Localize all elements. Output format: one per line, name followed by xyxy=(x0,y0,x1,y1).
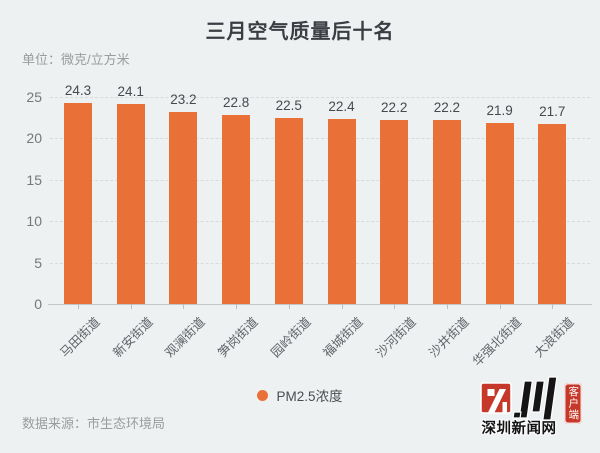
bar xyxy=(380,120,409,304)
axis-tick xyxy=(552,304,554,309)
gridline xyxy=(50,138,590,140)
bar xyxy=(485,122,514,304)
x-axis-line xyxy=(48,304,592,305)
x-axis-label: 华强北街道 xyxy=(470,314,525,369)
bar-value-label: 22.5 xyxy=(275,97,302,113)
y-axis-tick-label: 20 xyxy=(26,130,42,147)
axis-tick xyxy=(446,304,448,309)
bar-value-label: 24.1 xyxy=(117,84,144,100)
bar xyxy=(274,117,303,304)
sznews-logo: 深圳新闻网 客户端 xyxy=(479,376,583,450)
axis-tick xyxy=(394,304,396,309)
bar-value-label: 22.4 xyxy=(328,98,355,114)
bar-value-label: 23.2 xyxy=(170,91,197,107)
y-axis-tick-label: 0 xyxy=(34,296,42,312)
bar xyxy=(327,118,356,304)
x-axis-label: 笋岗街道 xyxy=(215,314,261,361)
bar xyxy=(222,115,251,304)
axis-tick xyxy=(499,304,501,309)
y-axis-tick-label: 15 xyxy=(26,171,42,188)
legend-label: PM2.5浓度 xyxy=(276,389,343,404)
axis-tick xyxy=(130,304,132,309)
gridline xyxy=(50,97,590,98)
sznews-logo-mark-icon xyxy=(480,376,558,421)
bar-value-label: 21.9 xyxy=(486,102,513,118)
x-axis-label: 新安街道 xyxy=(110,314,156,361)
bar xyxy=(169,111,198,304)
unit-label: 单位：微克/立方米 xyxy=(22,52,130,67)
bar-value-label: 22.2 xyxy=(433,100,461,116)
gridline xyxy=(50,262,590,264)
y-axis-tick-label: 10 xyxy=(26,213,42,230)
legend-dot-icon xyxy=(257,389,269,401)
bar xyxy=(64,102,92,304)
x-axis-label: 园岭街道 xyxy=(268,314,314,361)
x-axis-label: 观澜街道 xyxy=(162,314,209,361)
axis-tick xyxy=(236,304,238,309)
data-source-note: 数据来源：市生态环境局 xyxy=(22,416,166,431)
bar-value-label: 21.7 xyxy=(539,104,566,120)
gridline xyxy=(50,179,590,181)
legend: PM2.5浓度 xyxy=(0,385,600,405)
client-app-seal: 客户端 xyxy=(564,383,582,424)
y-axis-tick-label: 25 xyxy=(26,89,42,105)
sznews-logo-name: 深圳新闻网 xyxy=(481,421,557,437)
x-axis-label: 福城街道 xyxy=(320,314,367,361)
x-axis-label: 沙河街道 xyxy=(373,314,419,361)
bar-value-label: 22.2 xyxy=(381,100,408,116)
x-axis-label: 马田街道 xyxy=(57,314,103,361)
axis-tick xyxy=(78,304,79,309)
bar xyxy=(432,120,461,304)
axis-tick xyxy=(183,304,185,309)
bar xyxy=(538,124,567,304)
chart-title: 三月空气质量后十名 xyxy=(205,21,395,43)
axis-tick xyxy=(288,304,290,309)
x-axis-label: 沙井街道 xyxy=(426,314,472,361)
gridline xyxy=(50,221,590,223)
axis-tick xyxy=(341,304,343,309)
bar-value-label: 24.3 xyxy=(64,82,92,98)
bar xyxy=(116,104,145,304)
x-axis-label: 大浪街道 xyxy=(531,314,578,361)
bar-value-label: 22.8 xyxy=(222,95,250,111)
client-app-seal-label: 客户端 xyxy=(567,386,580,421)
y-axis-tick-label: 5 xyxy=(34,254,42,271)
